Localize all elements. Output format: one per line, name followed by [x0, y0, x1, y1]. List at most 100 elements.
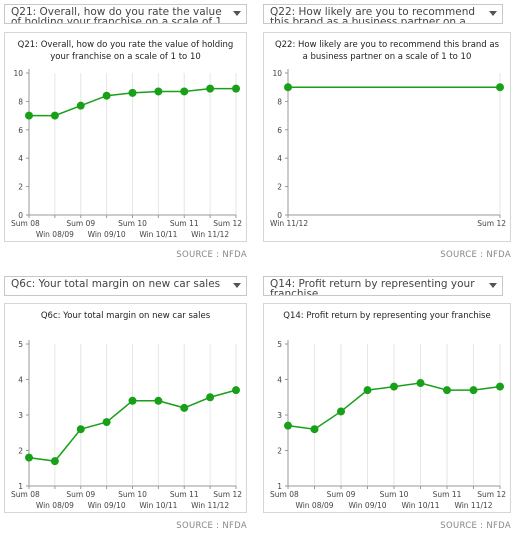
chart-q14: Q14: Profit return by representing your …	[263, 303, 511, 513]
data-point	[154, 87, 163, 96]
y-tick-label: 1	[18, 482, 23, 491]
x-tick-label: Win 08/09	[36, 230, 74, 239]
source-note: SOURCE : NFDA	[176, 521, 247, 531]
chart-title: Q21: Overall, how do you rate the value …	[17, 40, 234, 62]
y-tick-label: 8	[277, 97, 282, 106]
x-tick-label: Sum 09	[66, 219, 95, 228]
y-tick-label: 10	[272, 69, 282, 78]
y-tick-label: 4	[18, 376, 23, 385]
x-tick-label: Sum 10	[118, 219, 147, 228]
x-tick-label: Sum 11	[433, 490, 462, 499]
data-point	[128, 88, 137, 97]
chart-title: Q14: Profit return by representing your …	[283, 311, 491, 321]
x-tick-label: Sum 09	[327, 490, 356, 499]
question-select-q6c[interactable]: Q6c: Your total margin on new car sales	[4, 276, 247, 296]
y-tick-label: 5	[18, 340, 23, 349]
chevron-down-icon[interactable]	[489, 283, 497, 288]
y-tick-label: 2	[18, 183, 23, 192]
x-tick-label: Win 11/12	[270, 219, 308, 228]
data-point	[50, 457, 59, 466]
data-point	[128, 396, 137, 405]
chevron-down-icon[interactable]	[233, 283, 241, 288]
y-tick-label: 2	[18, 447, 23, 456]
question-select-label: Q14: Profit return by representing your …	[270, 278, 475, 296]
source-note: SOURCE : NFDA	[440, 250, 511, 260]
data-point	[232, 386, 240, 395]
source-value: NFDA	[222, 521, 247, 531]
data-point	[469, 386, 478, 395]
data-point	[102, 91, 111, 100]
line-chart-q6c: 1 2 3 4 5 Sum 08 Win 08/09 Sum 09 Win 09/10 Sum 1…	[11, 340, 242, 510]
x-tick-label: Win 10/11	[139, 501, 177, 510]
x-tick-label: Sum 12	[477, 490, 506, 499]
x-tick-label: Sum 08	[11, 490, 40, 499]
source-label: SOURCE :	[176, 521, 220, 531]
chevron-down-icon[interactable]	[233, 11, 241, 16]
x-tick-label: Win 08/09	[295, 501, 333, 510]
data-point	[76, 425, 85, 434]
x-tick-label: Win 11/12	[454, 501, 492, 510]
question-select-q22[interactable]: Q22: How likely are you to recommend thi…	[263, 4, 503, 24]
panel-q14: Q14: Profit return by representing your …	[263, 276, 511, 534]
data-point	[76, 101, 85, 110]
source-note: SOURCE : NFDA	[176, 250, 247, 260]
x-tick-label: Sum 09	[66, 490, 95, 499]
data-point	[284, 421, 292, 430]
data-point	[206, 393, 215, 402]
x-tick-label: Win 09/10	[88, 501, 126, 510]
data-point	[102, 418, 111, 427]
chart-title: Q22: How likely are you to recommend thi…	[274, 40, 500, 62]
data-point	[416, 379, 425, 388]
chevron-down-icon[interactable]	[489, 11, 497, 16]
data-point	[25, 453, 33, 462]
y-tick-label: 0	[18, 211, 23, 220]
y-tick-label: 2	[277, 447, 282, 456]
y-tick-label: 4	[18, 154, 23, 163]
line-chart-q22: 0 2 4 6 8 10 Win 11/12 Sum 12	[270, 69, 506, 228]
x-tick-label: Win 11/12	[191, 230, 229, 239]
source-value: NFDA	[486, 521, 511, 531]
y-tick-label: 10	[13, 69, 23, 78]
y-tick-label: 0	[277, 211, 282, 220]
y-tick-label: 3	[277, 411, 282, 420]
data-point	[25, 111, 33, 120]
data-point	[284, 83, 292, 92]
x-tick-label: Sum 08	[11, 219, 40, 228]
question-select-label: Q22: How likely are you to recommend thi…	[270, 6, 476, 24]
x-tick-label: Win 11/12	[191, 501, 229, 510]
chart-title: Q6c: Your total margin on new car sales	[40, 311, 211, 321]
line-chart-q14: 1 2 3 4 5 Sum 08 Win 08/09 Sum 09 Win 09/10 Sum 1…	[270, 340, 506, 510]
source-note: SOURCE : NFDA	[440, 521, 511, 531]
question-select-q14[interactable]: Q14: Profit return by representing your …	[263, 276, 503, 296]
question-select-q21[interactable]: Q21: Overall, how do you rate the value …	[4, 4, 247, 24]
x-tick-label: Win 09/10	[348, 501, 386, 510]
data-point	[232, 84, 240, 93]
y-tick-label: 2	[277, 183, 282, 192]
x-tick-label: Win 10/11	[139, 230, 177, 239]
data-point	[180, 87, 189, 96]
source-value: NFDA	[222, 250, 247, 260]
chart-q21: Q21: Overall, how do you rate the value …	[4, 32, 247, 242]
y-tick-label: 8	[18, 97, 23, 106]
data-point	[50, 111, 59, 120]
x-tick-label: Sum 12	[213, 490, 242, 499]
panel-q21: Q21: Overall, how do you rate the value …	[4, 4, 247, 262]
data-point	[206, 84, 215, 93]
x-tick-label: Win 10/11	[401, 501, 439, 510]
source-label: SOURCE :	[440, 250, 484, 260]
source-label: SOURCE :	[440, 521, 484, 531]
y-tick-label: 5	[277, 340, 282, 349]
data-point	[390, 382, 398, 391]
question-select-label: Q21: Overall, how do you rate the value …	[11, 6, 223, 24]
panel-q6c: Q6c: Your total margin on new car sales …	[4, 276, 247, 534]
x-tick-label: Win 09/10	[88, 230, 126, 239]
y-tick-label: 4	[277, 376, 282, 385]
x-tick-label: Sum 10	[118, 490, 147, 499]
data-point	[496, 83, 504, 92]
x-tick-label: Sum 11	[170, 490, 199, 499]
y-tick-label: 3	[18, 411, 23, 420]
data-point	[443, 386, 451, 395]
y-tick-label: 1	[277, 482, 282, 491]
data-point	[496, 382, 504, 391]
data-point	[180, 403, 189, 412]
